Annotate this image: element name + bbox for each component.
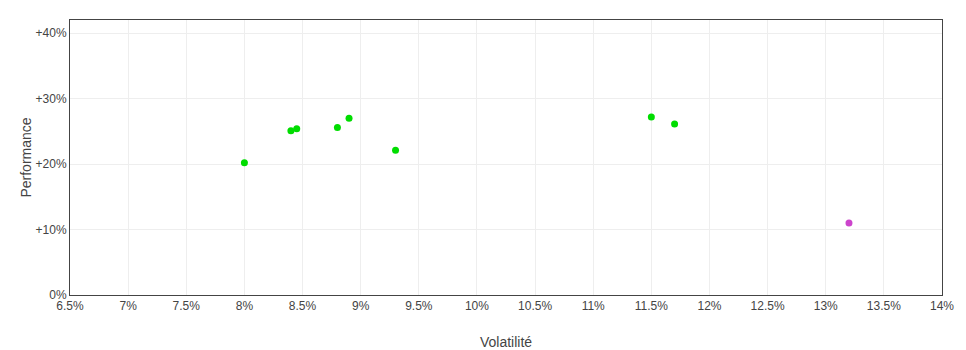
svg-text:+10%: +10% — [36, 223, 67, 237]
svg-text:6.5%: 6.5% — [56, 299, 84, 313]
svg-text:+20%: +20% — [36, 157, 67, 171]
svg-text:8%: 8% — [236, 299, 254, 313]
svg-text:11.5%: 11.5% — [635, 299, 668, 313]
svg-text:11%: 11% — [582, 299, 605, 313]
svg-text:+30%: +30% — [36, 92, 67, 106]
svg-text:12%: 12% — [697, 299, 721, 313]
svg-text:7%: 7% — [119, 299, 137, 313]
svg-text:+40%: +40% — [36, 26, 67, 40]
svg-text:9.5%: 9.5% — [405, 299, 433, 313]
svg-text:10%: 10% — [465, 299, 489, 313]
svg-text:Performance: Performance — [18, 117, 34, 197]
svg-text:0%: 0% — [49, 288, 67, 302]
svg-text:7.5%: 7.5% — [173, 299, 201, 313]
svg-text:10.5%: 10.5% — [518, 299, 552, 313]
svg-text:9%: 9% — [352, 299, 370, 313]
svg-text:13%: 13% — [814, 299, 838, 313]
svg-text:12.5%: 12.5% — [751, 299, 785, 313]
svg-text:8.5%: 8.5% — [289, 299, 317, 313]
svg-text:14%: 14% — [930, 299, 954, 313]
svg-text:13.5%: 13.5% — [867, 299, 901, 313]
svg-text:Volatilité: Volatilité — [480, 334, 532, 350]
